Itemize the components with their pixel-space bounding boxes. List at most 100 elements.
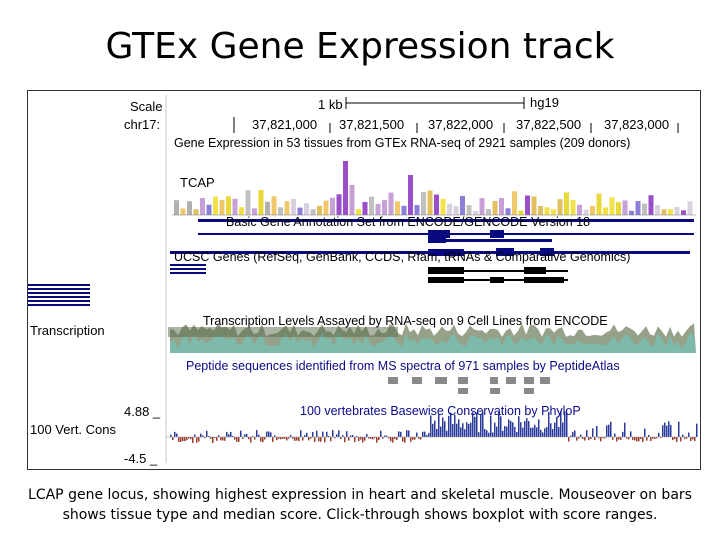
conservation-bar <box>464 429 466 437</box>
conservation-bar <box>228 434 230 437</box>
gtex-bar <box>648 195 654 215</box>
conservation-bar <box>482 411 484 437</box>
conservation-bar <box>544 428 546 437</box>
conservation-bar <box>432 423 434 437</box>
conservation-bar <box>566 412 568 437</box>
conservation-bar <box>400 431 402 437</box>
ucsc-genes-track-title[interactable]: UCSC Genes (RefSeq, GenBank, CCDS, Rfam,… <box>174 250 631 264</box>
conservation-bar <box>578 437 580 439</box>
conservation-bar <box>232 435 234 437</box>
conservation-bar <box>620 437 622 440</box>
conservation-bar <box>436 428 438 437</box>
conservation-track-label: 100 Vert. Cons <box>30 422 116 437</box>
conservation-bar <box>546 427 548 437</box>
conservation-bar <box>264 437 266 440</box>
gtex-bar <box>180 208 186 215</box>
gtex-bar <box>635 201 641 215</box>
conservation-bar <box>316 430 318 437</box>
gtex-bar <box>343 161 348 215</box>
conservation-bar <box>500 416 502 437</box>
gencode-track-title[interactable]: Basic Gene Annotation Set from ENCODE/GE… <box>226 215 591 229</box>
conservation-bar <box>254 437 256 440</box>
conservation-bar <box>206 430 208 437</box>
conservation-bar <box>486 430 488 437</box>
conservation-bar <box>552 429 554 437</box>
scale-bar[interactable] <box>345 97 525 109</box>
conservation-bar <box>422 431 424 437</box>
gtex-bar <box>174 200 179 215</box>
gtex-expression-bars[interactable] <box>174 161 693 215</box>
conservation-bar <box>598 437 600 439</box>
position-label: 37,823,000 <box>604 117 670 132</box>
gtex-track-title[interactable]: Gene Expression in 53 tissues from GTEx … <box>174 136 631 150</box>
conservation-bar <box>380 430 382 437</box>
conservation-bar <box>458 419 460 437</box>
conservation-bar <box>354 437 356 443</box>
conservation-bar <box>270 432 272 437</box>
position-label: 37,822,500 <box>516 117 582 132</box>
peptide-track-title[interactable]: Peptide sequences identified from MS spe… <box>186 359 620 373</box>
gtex-bar <box>206 204 212 215</box>
conservation-bar <box>452 424 454 437</box>
conservation-bar <box>230 432 232 437</box>
conservation-bar <box>538 419 540 437</box>
conservation-bar <box>498 412 500 437</box>
conservation-bar <box>640 437 642 439</box>
conservation-bar <box>272 437 274 442</box>
conservation-bar <box>360 437 362 440</box>
conservation-bar <box>524 421 526 437</box>
conservation-bar <box>424 431 426 437</box>
conservation-bar <box>404 437 406 443</box>
conservation-bar <box>226 431 228 437</box>
conservation-bar <box>582 437 584 439</box>
gtex-bar <box>349 185 355 215</box>
conservation-bar <box>292 437 294 439</box>
conservation-bar <box>474 416 476 437</box>
conservation-bar <box>216 437 218 441</box>
conservation-bar <box>210 437 212 439</box>
conservation-bar <box>202 435 204 437</box>
gtex-bar <box>336 194 342 215</box>
gtex-bar <box>473 210 478 215</box>
conservation-bar <box>670 424 672 437</box>
gtex-bar <box>577 204 582 215</box>
conservation-bar <box>576 437 578 441</box>
conservation-bar <box>564 411 566 437</box>
conservation-bar <box>662 425 664 437</box>
conservation-bar <box>290 434 292 437</box>
conservation-bar <box>234 437 236 440</box>
conservation-bar <box>350 435 352 437</box>
conservation-bar <box>634 437 636 441</box>
gtex-bar <box>525 195 530 215</box>
conservation-bar <box>614 433 616 437</box>
conservation-bar <box>440 426 442 437</box>
peptide-hits[interactable] <box>388 377 550 394</box>
conservation-bar <box>338 430 340 437</box>
conservation-track-title[interactable]: 100 vertebrates Basewise Conservation by… <box>300 404 581 418</box>
gtex-bar <box>271 196 277 215</box>
ucsc-gene-models[interactable] <box>170 264 568 283</box>
conservation-bar <box>178 437 180 442</box>
gtex-bar <box>219 200 225 215</box>
conservation-bar <box>484 429 486 437</box>
conservation-bar <box>542 432 544 437</box>
gencode-gene-models[interactable] <box>170 219 694 256</box>
conservation-bar <box>618 437 620 440</box>
transcription-track-title[interactable]: Transcription Levels Assayed by RNA-seq … <box>203 314 608 328</box>
gene-label-tcap[interactable]: TCAP <box>180 175 215 190</box>
gtex-bar <box>388 192 394 215</box>
gtex-bar <box>265 201 270 215</box>
conservation-bar <box>332 430 334 437</box>
conservation-bar <box>446 430 448 437</box>
conservation-bar <box>286 437 288 441</box>
conservation-wiggle[interactable] <box>170 411 698 443</box>
conservation-bar <box>528 421 530 437</box>
conservation-bar <box>174 431 176 437</box>
conservation-bar <box>342 435 344 437</box>
transcription-levels-graph[interactable] <box>168 323 696 353</box>
conservation-bar <box>652 437 654 439</box>
position-ruler[interactable] <box>233 117 679 133</box>
gtex-bar <box>551 209 556 215</box>
gtex-bar <box>297 207 303 215</box>
conservation-bar <box>374 437 376 439</box>
